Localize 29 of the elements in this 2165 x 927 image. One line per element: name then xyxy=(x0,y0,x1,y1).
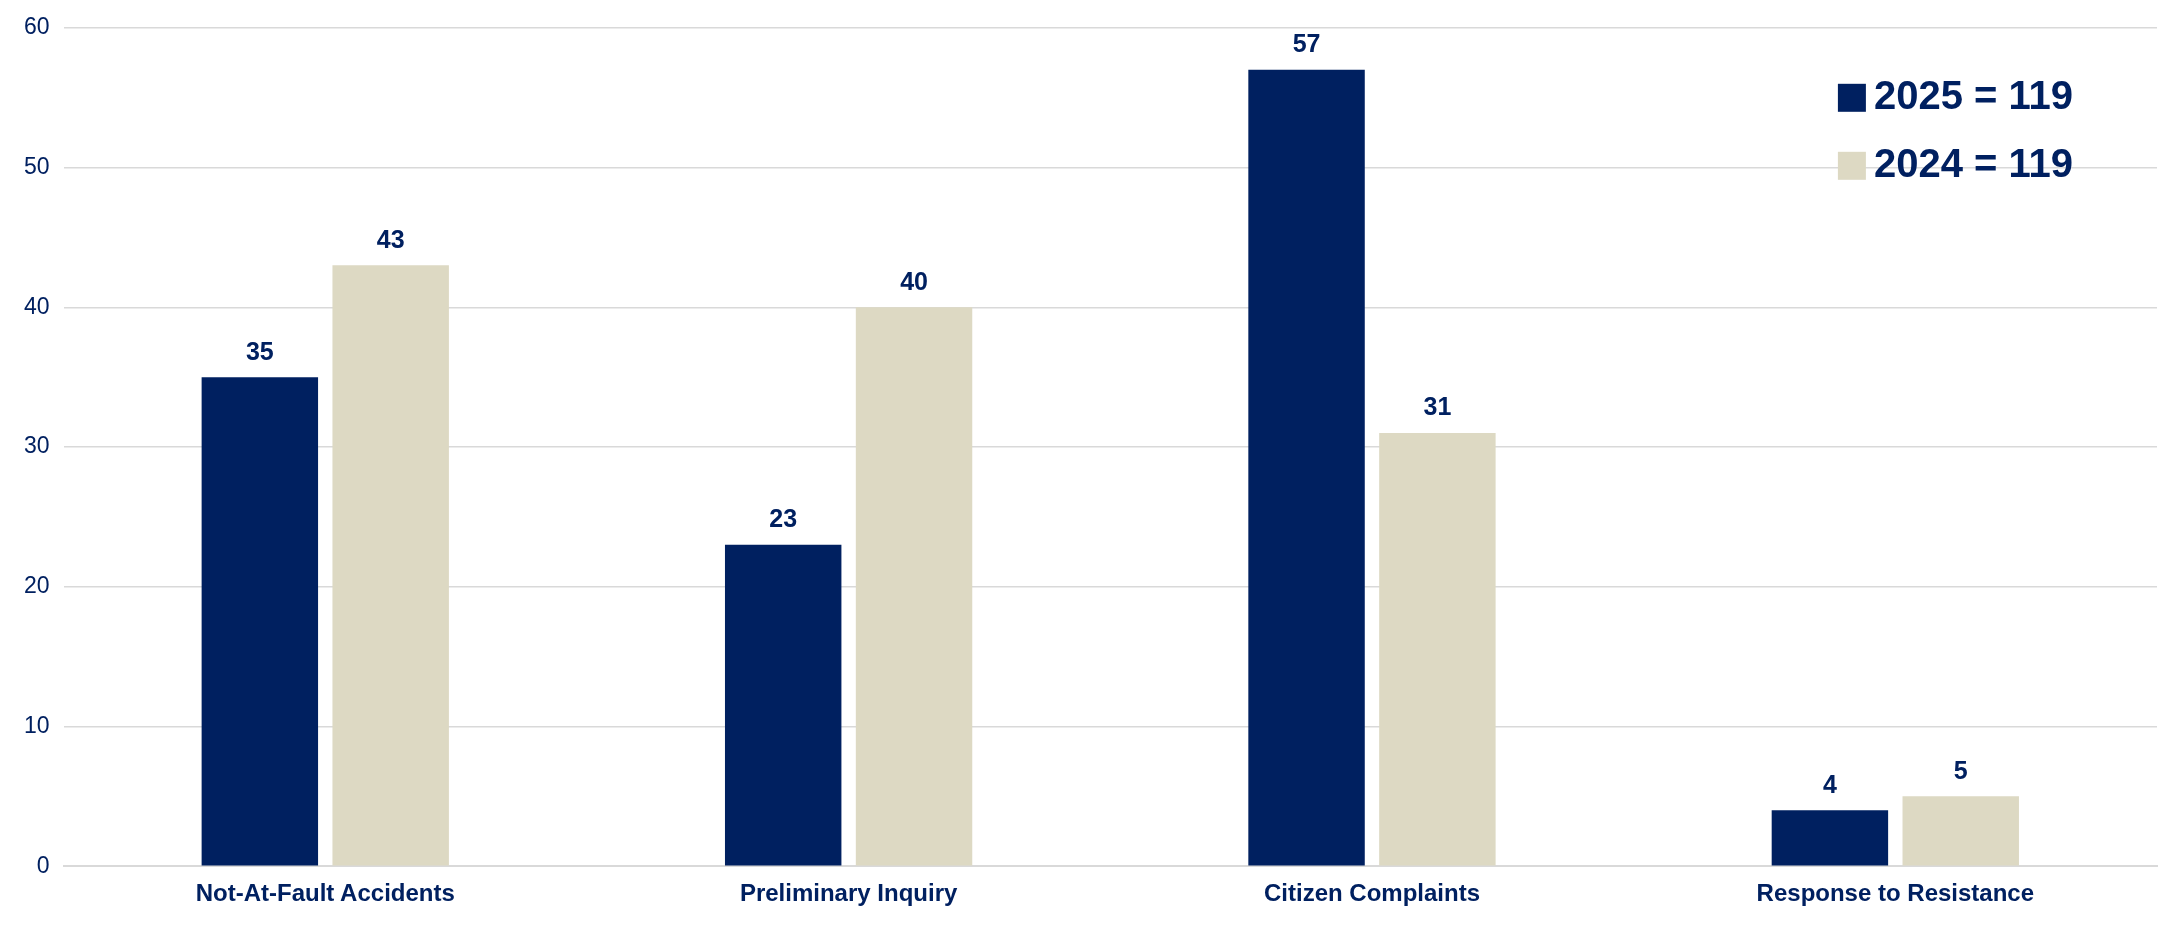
bar xyxy=(855,307,973,866)
y-tick-label: 40 xyxy=(23,292,50,319)
bar xyxy=(332,265,449,866)
legend-label: 2024 = 119 xyxy=(1873,140,2074,185)
y-tick-label: 50 xyxy=(23,152,50,179)
bar xyxy=(1248,69,1365,866)
data-label: 43 xyxy=(376,224,405,253)
y-tick-label: 0 xyxy=(36,851,50,878)
x-tick-label: Response to Resistance xyxy=(1756,879,2035,907)
bar xyxy=(724,544,842,866)
data-label: 4 xyxy=(1822,769,1837,798)
bar xyxy=(1771,810,1889,866)
data-label: 5 xyxy=(1953,755,1968,784)
x-tick-label: Citizen Complaints xyxy=(1263,879,1480,907)
bar xyxy=(201,377,319,866)
x-tick-label: Preliminary Inquiry xyxy=(739,879,958,907)
y-tick-label: 60 xyxy=(23,13,50,40)
y-tick-label: 30 xyxy=(23,432,50,459)
data-label: 31 xyxy=(1423,392,1452,421)
x-tick-label: Not-At-Fault Accidents xyxy=(195,879,455,907)
data-label: 23 xyxy=(769,504,798,533)
y-tick-label: 20 xyxy=(23,572,50,599)
data-label: 40 xyxy=(900,266,928,295)
legend-label: 2025 = 119 xyxy=(1873,72,2074,117)
bar xyxy=(1902,796,2019,866)
data-label: 35 xyxy=(245,336,274,365)
y-tick-label: 10 xyxy=(23,711,50,738)
data-label: 57 xyxy=(1292,29,1321,58)
bar xyxy=(1379,433,1496,866)
